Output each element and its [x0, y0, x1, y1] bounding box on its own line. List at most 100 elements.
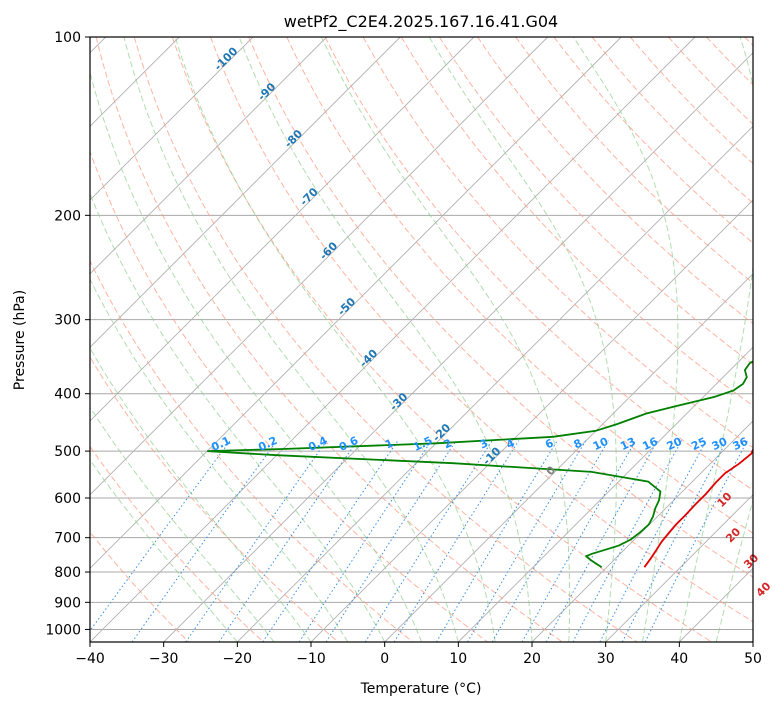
y-tick-label: 200 [54, 208, 81, 224]
dry-adiabat-line [133, 37, 638, 642]
y-axis: 100 200 300 400 500 600 700 800 900 1000 [45, 30, 90, 638]
isotherm-line [605, 494, 753, 642]
x-tick-label: −30 [149, 651, 179, 667]
mixing-ratio-label: 10 [591, 435, 611, 453]
dry-adiabat-line [90, 259, 414, 642]
isotherm-line [236, 125, 753, 642]
isotherm-line [90, 37, 549, 496]
x-tick-label: −40 [75, 651, 105, 667]
isotherm-line [531, 420, 753, 642]
x-tick-label: 20 [523, 651, 541, 667]
x-axis: −40 −30 −20 −10 0 10 20 30 40 50 [75, 642, 762, 667]
y-tick-label: 500 [54, 444, 81, 460]
moist-adiabat-line [174, 37, 496, 642]
moist-adiabat-line [320, 37, 571, 642]
x-tick-label: 30 [597, 651, 615, 667]
mixing-ratio-line [644, 440, 748, 642]
dry-adiabat-line [591, 37, 753, 204]
y-tick-label: 300 [54, 313, 81, 329]
dry-adiabat-line [210, 37, 753, 623]
isotherm-label: -70 [298, 185, 321, 208]
mixing-ratio-label: 20 [665, 435, 685, 453]
mixing-ratio-line [298, 440, 432, 642]
isotherm-line [678, 567, 753, 642]
dry-adiabat-line [324, 37, 753, 491]
moist-adiabat-line [428, 37, 617, 642]
dry-adiabat-line [90, 445, 264, 642]
plot-frame [89, 36, 754, 643]
x-tick-label: 50 [744, 651, 762, 667]
mixing-ratio-line [599, 440, 707, 642]
x-tick-label: 0 [380, 651, 389, 667]
mixing-ratio-label: 1 [383, 436, 395, 451]
mixing-ratio-line [90, 440, 231, 632]
mixing-ratio-line [325, 440, 457, 642]
mixing-ratio-line [491, 440, 609, 642]
isotherm-line [90, 37, 254, 201]
mixing-ratio-line [262, 440, 399, 642]
dry-adiabat-line [362, 37, 753, 449]
mixing-ratio-label: 30 [710, 435, 730, 453]
dry-adiabat-line [706, 37, 753, 86]
x-axis-label: Temperature (°C) [360, 681, 482, 697]
isotherm-line [90, 37, 622, 569]
x-tick-label: −20 [223, 651, 253, 667]
mixing-ratio-line [131, 440, 278, 642]
dry-adiabat-line [171, 37, 712, 642]
mixing-ratio-line [521, 440, 637, 642]
moist-adiabat-line [238, 37, 533, 642]
isotherm-line [752, 641, 753, 642]
isoline-labels: -100-90-80-70-60-50-40-30-20-1000.1 0.2 0.… [209, 44, 773, 599]
isotherm-line [457, 346, 753, 642]
y-tick-label: 400 [54, 387, 81, 403]
mixing-ratio-label: 13 [618, 435, 637, 453]
mixing-ratio-label: 16 [640, 435, 660, 453]
mixing-ratio-line [621, 440, 728, 642]
moist-adiabat-line [90, 406, 275, 642]
y-tick-label: 1000 [45, 622, 81, 638]
isotherm-line [384, 273, 753, 642]
x-tick-label: −10 [296, 651, 326, 667]
mixing-ratio-line [393, 440, 520, 642]
profile-series [207, 360, 753, 568]
isotherm-label: -100 [212, 44, 241, 73]
dry-adiabat-line [400, 37, 753, 407]
isotherm-label: -40 [357, 346, 380, 369]
dewpoint-profile-line [207, 360, 753, 568]
mixing-ratio-label: 36 [731, 435, 751, 453]
isotherm-label: -50 [335, 295, 358, 318]
dry-adiabat-line [248, 37, 753, 578]
mixing-ratio-line [435, 440, 558, 642]
moist-adiabat-line [715, 497, 753, 642]
dry-adiabat-line [515, 37, 753, 284]
isotherm-label: -60 [317, 239, 340, 262]
isotherm-label: -80 [282, 127, 305, 150]
x-tick-label: 10 [449, 651, 467, 667]
dry-adiabat-line [744, 37, 753, 47]
moist-adiabat-line [90, 459, 238, 642]
y-tick-label: 900 [54, 595, 81, 611]
dry-adiabat-line [286, 37, 753, 534]
x-tick-label: 40 [670, 651, 688, 667]
chart-title: wetPf2_C2E4.2025.167.16.41.G04 [284, 12, 558, 32]
mixing-ratio-line [185, 440, 328, 642]
mixing-ratio-label: 2 [442, 436, 454, 451]
moist-adiabat-line [90, 192, 386, 642]
temperature-profile-line [643, 447, 753, 568]
moist-adiabat-label: 10 [715, 490, 735, 510]
dry-adiabat-line [90, 356, 339, 642]
isotherm-line [90, 37, 475, 422]
y-tick-label: 800 [54, 565, 81, 581]
mixing-ratio-label: 25 [689, 435, 708, 453]
dry-adiabat-line [90, 150, 488, 642]
moist-adiabat-line [572, 37, 679, 642]
moist-adiabat-line [123, 37, 459, 642]
moist-adiabat-line [90, 347, 312, 642]
isotherm-line [310, 199, 753, 642]
isotherm-line [90, 37, 401, 348]
moist-adiabat-label: 40 [754, 579, 774, 599]
y-tick-label: 600 [54, 491, 81, 507]
background-grid [90, 37, 753, 642]
y-tick-label: 100 [54, 30, 81, 46]
